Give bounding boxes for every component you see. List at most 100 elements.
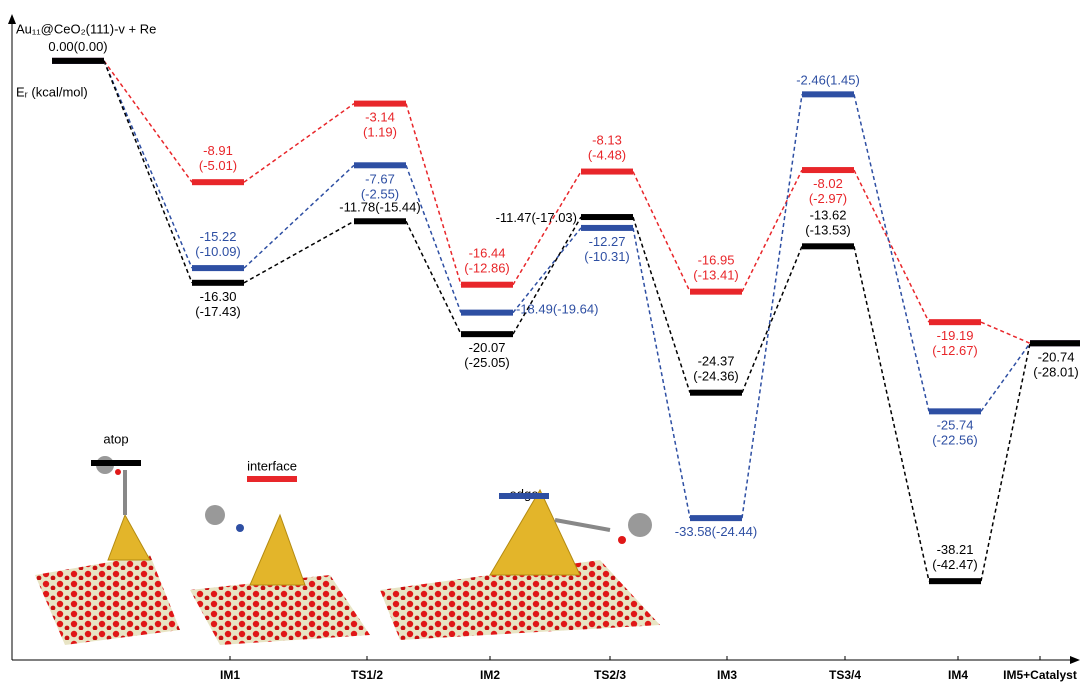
value-label-main: -11.47: [496, 210, 532, 225]
connector: [633, 172, 690, 292]
level-bar: [192, 280, 244, 286]
level-bar: [581, 169, 633, 175]
level-bar: [354, 218, 406, 224]
x-axis-arrow: [1070, 656, 1080, 664]
value-label: -33.58(-24.44): [675, 525, 757, 540]
value-label-paren: (-10.09): [195, 245, 241, 260]
value-label-main: -25.74: [937, 418, 974, 433]
value-label: -8.02(-2.97): [809, 176, 847, 206]
connector: [406, 104, 461, 285]
chart: Au₁₁@CeO₂(111)-v + Re Eᵣ (kcal/mol) IM1T…: [0, 0, 1080, 689]
value-label-main: -7.67: [365, 172, 395, 187]
value-label: -8.13(-4.48): [588, 133, 626, 163]
value-label: -2.46(1.45): [796, 73, 860, 88]
value-label-main: -24.37: [698, 354, 735, 369]
connector: [742, 94, 802, 518]
value-label-paren: (-2.97): [809, 191, 847, 206]
connector: [513, 172, 581, 285]
value-label-main: 0.00: [48, 39, 73, 54]
level-bar: [690, 289, 742, 295]
value-label-paren: (-15.44): [375, 200, 421, 215]
x-tick-label: TS2/3: [594, 668, 626, 682]
value-label: -11.47(-17.03): [496, 210, 577, 225]
value-label-paren: (-13.53): [805, 223, 851, 238]
level-bar: [690, 390, 742, 396]
level-bar: [581, 214, 633, 220]
value-label: -11.78(-15.44): [339, 200, 420, 215]
connector: [981, 343, 1030, 411]
level-bar: [354, 101, 406, 107]
x-tick-label: IM3: [717, 668, 737, 682]
y-axis-arrow: [8, 14, 16, 24]
value-label-paren: (-13.41): [693, 268, 739, 283]
value-label-main: -2.46: [796, 73, 826, 88]
x-tick-label: TS1/2: [351, 668, 383, 682]
value-label: -12.27(-10.31): [584, 234, 630, 264]
value-label-paren: (-22.56): [932, 433, 978, 448]
level-bar: [802, 91, 854, 97]
y-axis-label: Eᵣ (kcal/mol): [16, 84, 88, 99]
value-label-paren: (-12.67): [932, 344, 978, 359]
value-label-main: -38.21: [937, 543, 974, 558]
value-label: -15.22(-10.09): [195, 230, 241, 260]
value-label-main: -16.44: [469, 246, 506, 261]
value-label: 0.00(0.00): [48, 39, 107, 54]
connector: [742, 246, 802, 392]
x-tick-label: TS3/4: [829, 668, 861, 682]
level-bar: [461, 310, 513, 316]
connector: [104, 61, 192, 283]
value-label-paren: (-19.64): [553, 302, 599, 317]
value-label: -20.07(-25.05): [464, 341, 510, 371]
connector: [406, 165, 461, 312]
value-label-paren: (-17.43): [195, 304, 241, 319]
structure-images: [35, 456, 660, 645]
level-bar: [581, 225, 633, 231]
value-label: -38.21(-42.47): [932, 543, 978, 573]
value-label-paren: (-24.44): [712, 525, 758, 540]
connector: [854, 170, 929, 322]
value-label-main: -8.91: [203, 144, 233, 159]
value-label-paren: (-24.36): [693, 369, 739, 384]
connector: [633, 228, 690, 518]
connector: [981, 322, 1030, 343]
level-bar: [929, 408, 981, 414]
value-label-main: -12.27: [589, 234, 626, 249]
value-label-paren: (-28.01): [1033, 365, 1079, 380]
value-label-main: -13.62: [810, 208, 847, 223]
value-label-main: -3.14: [365, 110, 395, 125]
level-bar: [192, 265, 244, 271]
x-tick-label: IM4: [948, 668, 968, 682]
value-label: -18.49(-19.64): [516, 302, 598, 317]
level-bar: [1030, 340, 1080, 346]
value-label: -25.74(-22.56): [932, 418, 978, 448]
value-label-main: -19.19: [937, 329, 974, 344]
value-label: -16.30(-17.43): [195, 289, 241, 319]
level-bar: [929, 319, 981, 325]
value-label: -16.44(-12.86): [464, 246, 510, 276]
legend-label: atop: [103, 431, 128, 446]
value-label: -20.74(-28.01): [1033, 350, 1079, 380]
level-bar: [802, 243, 854, 249]
value-label-paren: (-5.01): [199, 159, 237, 174]
connector: [742, 170, 802, 292]
value-label-paren: (-10.31): [584, 249, 630, 264]
legend-swatch: [499, 493, 549, 499]
value-label: -3.14(1.19): [363, 110, 397, 140]
value-label-main: -16.30: [200, 289, 237, 304]
connector: [513, 228, 581, 313]
value-label-main: -33.58: [675, 525, 712, 540]
value-label-paren: (-17.03): [531, 210, 577, 225]
value-label: -13.62(-13.53): [805, 208, 851, 238]
connector: [854, 246, 929, 581]
level-bar: [802, 167, 854, 173]
value-label-paren: (1.19): [363, 125, 397, 140]
connector: [633, 217, 690, 393]
value-label-paren: (-12.86): [464, 261, 510, 276]
connector: [981, 343, 1030, 581]
value-label-paren: (1.45): [826, 73, 860, 88]
value-label-main: -20.07: [469, 341, 506, 356]
level-bar: [52, 58, 104, 64]
value-label: -7.67(-2.55): [361, 172, 399, 202]
legend-swatch: [91, 460, 141, 466]
value-label-main: -8.13: [592, 133, 622, 148]
